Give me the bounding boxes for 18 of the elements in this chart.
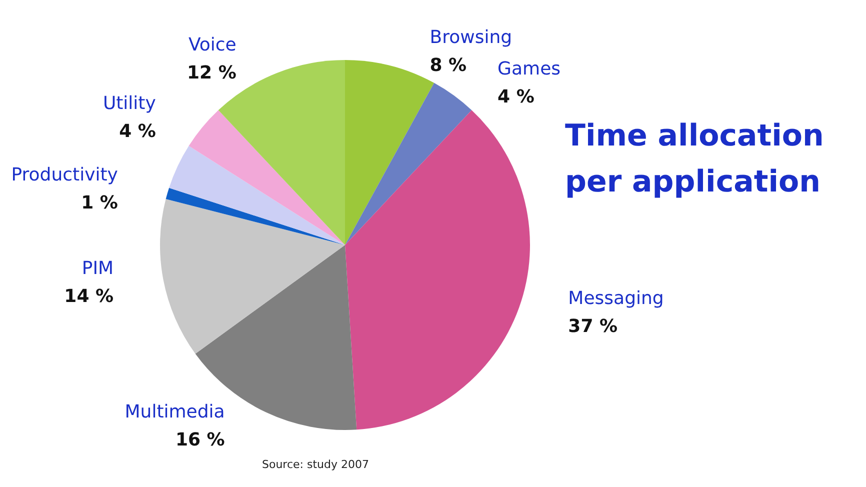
- slice-label: Multimedia: [124, 401, 225, 422]
- data-label: 14 %: [64, 286, 114, 307]
- data-label: 12 %: [187, 62, 236, 84]
- text: Time allocation per application: [565, 118, 834, 200]
- data-label: 37 %: [568, 316, 618, 338]
- data-label: 4 %: [498, 86, 534, 108]
- slice-label: Utility: [102, 93, 156, 114]
- slice-label: Productivity: [11, 164, 118, 186]
- source-note: Source: study 2007: [262, 458, 369, 471]
- data-label: 16 %: [175, 429, 225, 450]
- data-label: 8 %: [430, 54, 467, 76]
- data-label: 4 %: [119, 121, 156, 142]
- slice-label: Voice: [188, 34, 236, 56]
- slice-label: PIM: [82, 258, 114, 279]
- slice-label: Messaging: [568, 288, 664, 310]
- slice-label: Games: [498, 58, 561, 80]
- data-label: 1 %: [81, 192, 118, 214]
- slice-label: Browsing: [430, 26, 512, 48]
